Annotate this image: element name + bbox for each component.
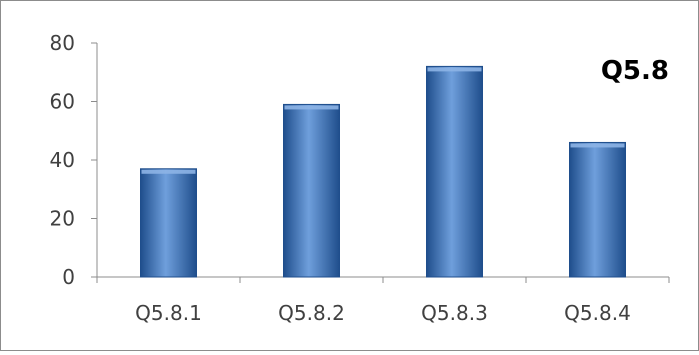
y-axis: 0 20 40 60 80	[50, 31, 98, 289]
bar-top-highlight	[141, 169, 196, 174]
bar-Q5.8.4	[569, 141, 626, 278]
x-tick-label: Q5.8.1	[135, 301, 202, 325]
bar-top-highlight	[427, 67, 482, 72]
x-tick-labels: Q5.8.1 Q5.8.2 Q5.8.3 Q5.8.4	[135, 301, 631, 325]
y-tick-label: 20	[50, 207, 75, 231]
chart-title: Q5.8	[601, 56, 669, 86]
y-tick-label: 0	[62, 265, 75, 289]
x-axis	[96, 276, 670, 283]
bar-Q5.8.2	[283, 103, 340, 278]
x-tick-label: Q5.8.4	[564, 301, 631, 325]
bar-Q5.8.1	[140, 168, 197, 278]
y-tick-label: 60	[50, 90, 75, 114]
y-tick-label: 40	[50, 148, 75, 172]
y-tick-label: 80	[50, 31, 75, 55]
bar	[283, 103, 340, 278]
x-tick-label: Q5.8.2	[278, 301, 345, 325]
x-tick-label: Q5.8.3	[421, 301, 488, 325]
bar	[569, 141, 626, 278]
bar-top-highlight	[570, 143, 625, 148]
bar	[140, 168, 197, 278]
bar	[426, 65, 483, 278]
bar-Q5.8.3	[426, 65, 483, 278]
bar-top-highlight	[284, 105, 339, 110]
bars	[140, 65, 626, 278]
